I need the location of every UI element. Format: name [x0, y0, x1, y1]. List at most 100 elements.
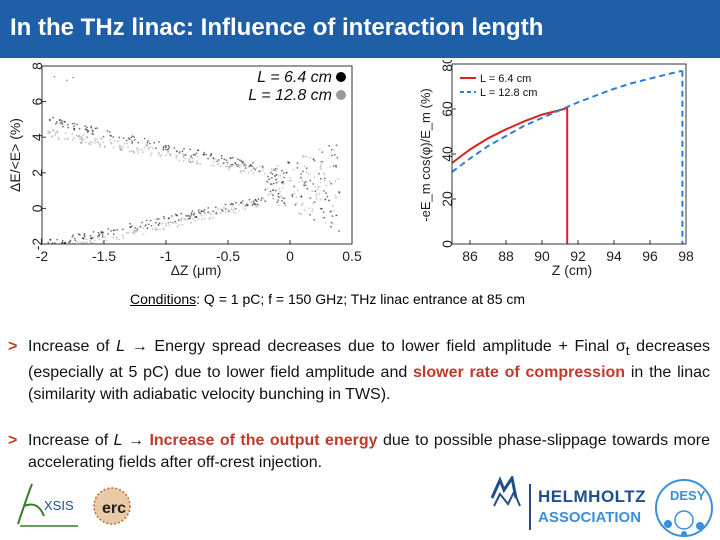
scatter-point — [272, 182, 275, 185]
axsis-logo: XSIS — [17, 483, 78, 527]
scatter-point — [226, 165, 229, 168]
scatter-point — [116, 140, 119, 143]
scatter-point — [311, 208, 314, 211]
scatter-point — [64, 241, 66, 244]
scatter-point — [220, 212, 222, 215]
scatter-point — [86, 126, 88, 129]
x-tick-label: 0.5 — [342, 248, 362, 264]
arrow-icon: → — [127, 432, 144, 449]
scatter-point — [324, 222, 327, 224]
x-tick-label: 94 — [606, 248, 622, 264]
scatter-point — [75, 134, 78, 137]
scatter-point — [280, 195, 283, 197]
erc-logo-text: erc — [102, 500, 126, 517]
scatter-point — [244, 167, 247, 169]
logo-strip: XSIS erc HELMHOLTZ ASSOCIATION DESY — [17, 476, 713, 537]
scatter-point — [312, 183, 315, 185]
line-legend: L = 6.4 cm L = 12.8 cm — [460, 73, 537, 99]
scatter-point — [152, 147, 154, 150]
scatter-point — [323, 216, 326, 219]
scatter-point — [199, 213, 202, 216]
scatter-point — [272, 189, 275, 192]
scatter-point — [90, 241, 92, 244]
scatter-point — [273, 175, 276, 177]
scatter-point — [89, 239, 91, 242]
scatter-point — [144, 224, 147, 227]
scatter-point — [326, 195, 329, 198]
scatter-point — [282, 187, 284, 189]
x-tick-label: 88 — [498, 248, 514, 264]
scatter-point — [227, 208, 229, 211]
scatter-point — [338, 230, 340, 232]
scatter-point — [332, 148, 335, 151]
scatter-point — [162, 147, 165, 149]
scatter-point — [250, 169, 253, 172]
scatter-point — [190, 155, 193, 157]
scatter-point — [314, 190, 317, 193]
scatter-point — [112, 136, 115, 138]
scatter-point — [335, 144, 338, 147]
scatter-point — [168, 224, 171, 227]
y-tick-label: 6 — [29, 97, 45, 105]
scatter-point — [323, 173, 326, 176]
helmholtz-association-text: ASSOCIATION — [538, 509, 641, 526]
conditions-text: : Q = 1 pC; f = 150 GHz; THz linac entra… — [196, 291, 526, 307]
y-tick-label: 80 — [439, 60, 455, 72]
scatter-point — [155, 147, 157, 150]
scatter-point — [128, 150, 131, 153]
scatter-point — [228, 210, 230, 213]
scatter-point — [213, 161, 216, 163]
scatter-point — [334, 194, 337, 197]
legend-marker — [336, 72, 346, 82]
scatter-point — [158, 141, 160, 143]
scatter-point — [332, 165, 335, 167]
bullet-text-part: Increase of — [28, 338, 117, 355]
scatter-point — [157, 224, 160, 227]
scatter-point — [272, 198, 275, 201]
scatter-point — [302, 170, 304, 173]
scatter-point — [86, 131, 89, 133]
scatter-point — [66, 123, 69, 126]
scatter-point — [96, 140, 98, 143]
scatter-point — [181, 224, 184, 226]
scatter-point — [126, 142, 129, 145]
scatter-point — [99, 143, 101, 146]
conditions-caption: Conditions: Q = 1 pC; f = 150 GHz; THz l… — [130, 291, 525, 307]
scatter-point — [313, 201, 316, 203]
scatter-point — [190, 221, 193, 224]
scatter-point — [164, 223, 167, 225]
scatter-point — [318, 192, 321, 195]
scatter-point — [102, 141, 105, 144]
scatter-point — [129, 222, 131, 225]
scatter-point — [273, 169, 275, 172]
scatter-point — [60, 121, 63, 124]
scatter-point — [163, 217, 166, 220]
scatter-point — [253, 167, 255, 169]
scatter-point — [83, 235, 86, 238]
scatter-point — [261, 169, 264, 172]
scatter-point — [130, 136, 133, 139]
scatter-point — [67, 138, 69, 141]
scatter-point — [300, 204, 303, 207]
scatter-point — [261, 165, 264, 168]
scatter-point — [274, 189, 277, 192]
scatter-point — [145, 144, 148, 147]
scatter-point — [86, 241, 89, 244]
bullet-marker: > — [8, 338, 18, 355]
scatter-point — [174, 220, 177, 223]
scatter-point — [169, 221, 172, 224]
scatter-point — [272, 194, 274, 197]
scatter-point — [157, 218, 160, 220]
scatter-point — [197, 149, 200, 151]
scatter-point — [234, 162, 237, 165]
scatter-point — [118, 144, 121, 147]
x-tick-label: 92 — [570, 248, 586, 264]
bullet-text-part: due to possible phase-slippage towards m… — [28, 432, 710, 471]
scatter-point — [180, 212, 183, 215]
scatter-point — [97, 141, 100, 144]
scatter-point — [279, 190, 281, 193]
scatter-point — [81, 137, 83, 140]
scatter-point — [276, 195, 279, 197]
scatter-point — [292, 168, 295, 171]
scatter-point — [143, 146, 146, 149]
